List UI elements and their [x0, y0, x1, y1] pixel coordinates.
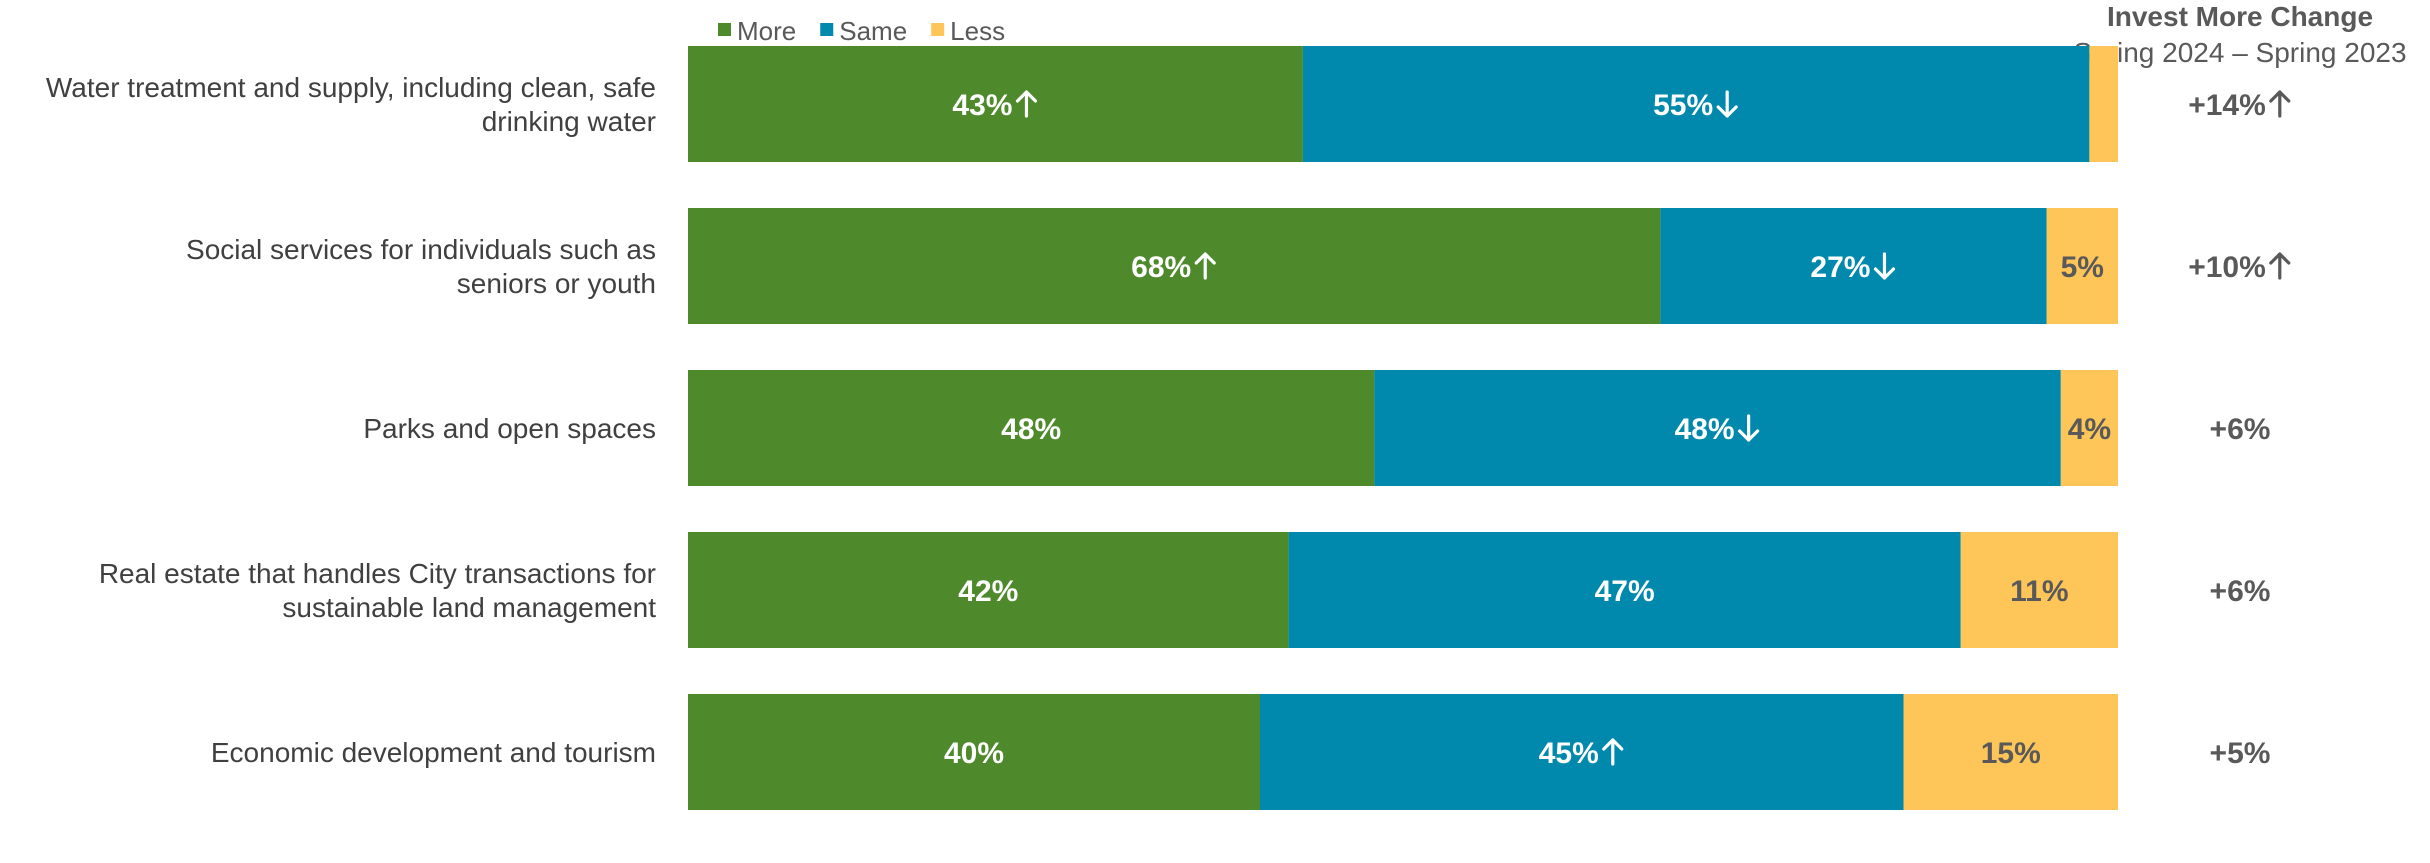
legend-label-same: Same	[839, 16, 907, 46]
category-label: Water treatment and supply, including cl…	[46, 72, 656, 137]
category-label: Social services for individuals such as s…	[186, 234, 656, 299]
bar-more	[688, 208, 1661, 324]
bar-same	[1260, 694, 1904, 810]
bar-less	[2089, 46, 2118, 162]
legend: More Same Less	[718, 16, 1005, 46]
category-labels: Water treatment and supply, including cl…	[46, 72, 656, 768]
data-label-less: 4%	[2068, 413, 2111, 446]
data-label-more: 43%	[952, 89, 1012, 122]
bar-more	[688, 370, 1375, 486]
bar-same	[1302, 46, 2090, 162]
trend-arrow-up-icon	[1602, 738, 1624, 766]
data-label-same: 45%	[1539, 737, 1599, 770]
data-label-less: 15%	[1981, 737, 2041, 770]
bar-less	[1960, 532, 2118, 648]
category-label: Economic development and tourism	[211, 737, 656, 768]
category-label: Real estate that handles City transactio…	[99, 558, 656, 623]
change-column: +14% +10% +6% +6% +5%	[2188, 89, 2291, 770]
bar-more	[688, 694, 1260, 810]
bars: 43% 55% 68% 27% 5% 48% 48% 4% 42% 47% 11% 40% 45% 15%	[688, 46, 2118, 810]
change-value: +14%	[2188, 89, 2266, 122]
change-value: +10%	[2188, 251, 2266, 284]
change-header: Invest More Change Spring 2024 – Spring …	[2073, 1, 2406, 68]
data-label-same: 48%	[1675, 413, 1735, 446]
data-label-same: 47%	[1595, 575, 1655, 608]
trend-arrow-up-icon	[1015, 90, 1038, 118]
change-header-title: Invest More Change	[2107, 1, 2373, 32]
data-label-less: 5%	[2061, 251, 2104, 284]
legend-label-more: More	[737, 16, 796, 46]
data-label-same: 55%	[1653, 89, 1713, 122]
bar-less	[1903, 694, 2118, 810]
trend-arrow-up-icon	[1194, 252, 1216, 280]
change-value: +6%	[2210, 413, 2271, 446]
category-label: Parks and open spaces	[363, 413, 656, 444]
bar-less	[2046, 208, 2118, 324]
data-label-more: 68%	[1131, 251, 1191, 284]
legend-swatch-same	[820, 23, 834, 36]
data-label-more: 40%	[944, 737, 1004, 770]
change-header-subtitle: Spring 2024 – Spring 2023	[2073, 37, 2406, 68]
change-value: +5%	[2210, 737, 2271, 770]
trend-arrow-up-icon	[2269, 252, 2291, 280]
bar-same	[1374, 370, 2061, 486]
data-label-more: 48%	[1001, 413, 1061, 446]
data-label-less: 11%	[2010, 575, 2068, 608]
trend-arrow-down-icon	[1738, 414, 1760, 442]
bar-same	[1660, 208, 2047, 324]
legend-swatch-more	[718, 23, 731, 36]
trend-arrow-down-icon	[1716, 90, 1738, 118]
bar-more	[688, 532, 1289, 648]
trend-arrow-down-icon	[1873, 252, 1896, 280]
bar-less	[2060, 370, 2118, 486]
data-label-same: 27%	[1810, 251, 1870, 284]
legend-label-less: Less	[950, 16, 1005, 46]
bar-more	[688, 46, 1303, 162]
data-label-more: 42%	[958, 575, 1018, 608]
trend-arrow-up-icon	[2269, 90, 2291, 118]
change-value: +6%	[2210, 575, 2271, 608]
bar-same	[1288, 532, 1961, 648]
legend-swatch-less	[931, 23, 945, 36]
